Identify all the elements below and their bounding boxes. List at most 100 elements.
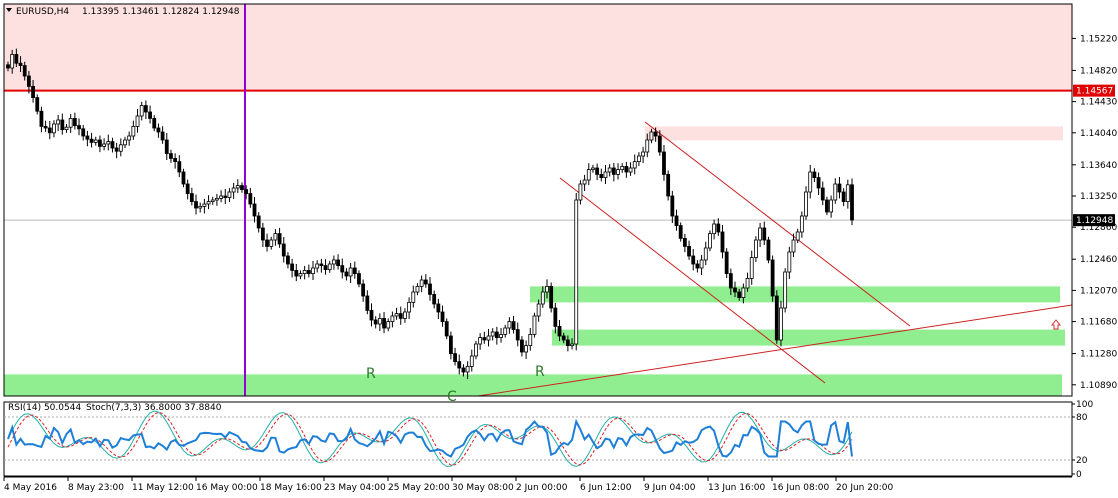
candle-body <box>478 337 483 345</box>
candle-body <box>795 231 800 241</box>
x-tick-label: 8 May 23:00 <box>68 483 124 493</box>
candle-body <box>799 215 804 233</box>
candle-body <box>244 189 249 195</box>
candle-body <box>428 283 432 295</box>
candle-body <box>770 259 775 297</box>
x-tick-label: 4 May 2016 <box>4 483 57 493</box>
y-tick-label: 1.10890 <box>1080 381 1117 391</box>
candle-body <box>206 201 211 205</box>
candle-body <box>657 135 662 153</box>
candle-body <box>624 165 629 173</box>
y-tick-label: 1.14820 <box>1080 66 1117 76</box>
indicator-panel-border <box>3 401 1073 477</box>
candle-body <box>123 139 127 146</box>
candle-body <box>545 285 549 293</box>
candle-body <box>260 227 265 241</box>
x-tick-label: 30 May 08:00 <box>452 483 514 493</box>
candle-body <box>18 62 23 67</box>
candle-body <box>841 191 846 203</box>
candle-body <box>507 321 512 329</box>
candle-body <box>110 141 115 149</box>
candle-body <box>377 317 382 325</box>
candle-body <box>411 291 416 303</box>
candle-body <box>469 355 474 367</box>
candle-body <box>682 237 687 247</box>
candle-body <box>494 331 499 338</box>
candle-body <box>833 183 838 201</box>
candle-body <box>503 327 508 335</box>
candle-body <box>256 215 261 229</box>
candle-body <box>745 277 750 289</box>
candle-body <box>720 231 725 253</box>
candle-body <box>837 183 842 193</box>
candle-body <box>173 157 178 162</box>
candle-body <box>586 169 591 181</box>
candle-body <box>240 185 244 191</box>
candle-body <box>194 201 198 209</box>
y-tick-label: 1.13250 <box>1080 192 1117 202</box>
candle-body <box>306 269 311 274</box>
channel-line-upper <box>644 121 911 327</box>
candle-body <box>373 319 378 325</box>
candle-body <box>277 233 282 245</box>
candle-body <box>641 151 645 157</box>
dropdown-triangle-icon[interactable] <box>6 8 12 12</box>
candle-body <box>160 131 165 141</box>
y-tick-label: 1.15220 <box>1080 34 1117 44</box>
candle-body <box>733 287 737 293</box>
candle-body <box>148 111 152 119</box>
horizontal-line-price-label: 1.14567 <box>1076 87 1113 97</box>
indicator-panel: 100 80 20 0 <box>3 400 1093 480</box>
candle-body <box>653 131 658 137</box>
candle-body <box>749 257 754 279</box>
candle-body <box>549 285 554 309</box>
candle-body <box>557 325 562 337</box>
candle-body <box>114 147 119 152</box>
axes-layer: 1.15220 1.14820 1.14430 1.14040 1.13640 1.132… <box>3 3 1117 493</box>
candle-body <box>106 141 111 145</box>
candle-body <box>143 105 148 113</box>
candle-body <box>323 265 328 271</box>
trend-lines-layer <box>4 4 1073 397</box>
candle-body <box>365 295 370 311</box>
indicator-level-label: 80 <box>1076 413 1088 423</box>
indicator-level-label: 20 <box>1076 456 1088 466</box>
candle-body <box>223 195 228 198</box>
candle-body <box>248 193 253 205</box>
y-tick-label: 1.12460 <box>1080 255 1117 265</box>
candle-body <box>762 227 767 241</box>
candle-body <box>804 191 808 217</box>
candle-body <box>511 321 516 331</box>
candle-body <box>89 138 94 143</box>
annotation-r2: R <box>535 364 545 380</box>
stoch-main-line <box>7 410 853 467</box>
candle-body <box>524 345 528 353</box>
candle-body <box>574 199 579 345</box>
candle-body <box>453 353 457 363</box>
candle-body <box>674 215 679 226</box>
candle-body <box>382 317 386 329</box>
candle-body <box>678 225 683 239</box>
candle-body <box>6 64 10 69</box>
candle-body <box>290 263 295 271</box>
y-tick-label: 1.12860 <box>1080 223 1117 233</box>
current-price-label: 1.12948 <box>1076 216 1113 226</box>
candle-body <box>553 307 558 327</box>
candle-body <box>779 307 783 341</box>
candle-body <box>607 167 612 173</box>
candle-body <box>52 123 56 134</box>
candle-body <box>791 239 796 253</box>
candle-body <box>457 361 462 369</box>
x-tick-label: 25 May 20:00 <box>388 483 450 493</box>
candle-body <box>60 119 65 130</box>
candle-body <box>327 263 332 270</box>
candle-body <box>825 199 829 213</box>
candle-body <box>152 118 157 129</box>
candle-body <box>774 295 779 341</box>
candles-layer <box>6 48 854 380</box>
candle-body <box>611 167 616 175</box>
candle-body <box>728 273 733 289</box>
candle-body <box>189 193 194 203</box>
candle-body <box>265 239 269 247</box>
